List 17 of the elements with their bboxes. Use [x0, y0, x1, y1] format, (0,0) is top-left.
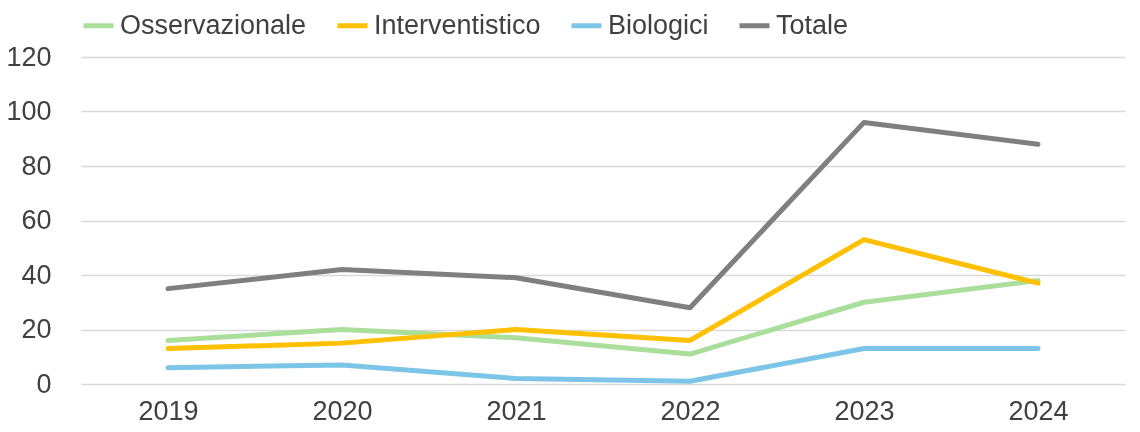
y-tick-label: 40 [21, 259, 52, 290]
y-tick-label: 60 [21, 205, 52, 235]
legend-label: Interventistico [374, 9, 541, 40]
legend-label: Osservazionale [120, 9, 307, 40]
y-tick-label: 0 [36, 368, 52, 399]
y-tick-label: 120 [6, 41, 52, 72]
x-tick-label: 2022 [660, 395, 721, 426]
y-tick-label: 20 [21, 314, 52, 344]
legend-label: Biologici [608, 9, 709, 40]
x-tick-label: 2019 [138, 395, 199, 426]
x-tick-label: 2023 [834, 395, 895, 426]
x-tick-label: 2021 [486, 395, 547, 426]
legend-label: Totale [776, 9, 849, 40]
y-tick-label: 80 [21, 150, 52, 181]
y-tick-label: 100 [6, 96, 52, 126]
x-tick-label: 2024 [1008, 395, 1069, 426]
x-tick-label: 2020 [312, 395, 373, 426]
